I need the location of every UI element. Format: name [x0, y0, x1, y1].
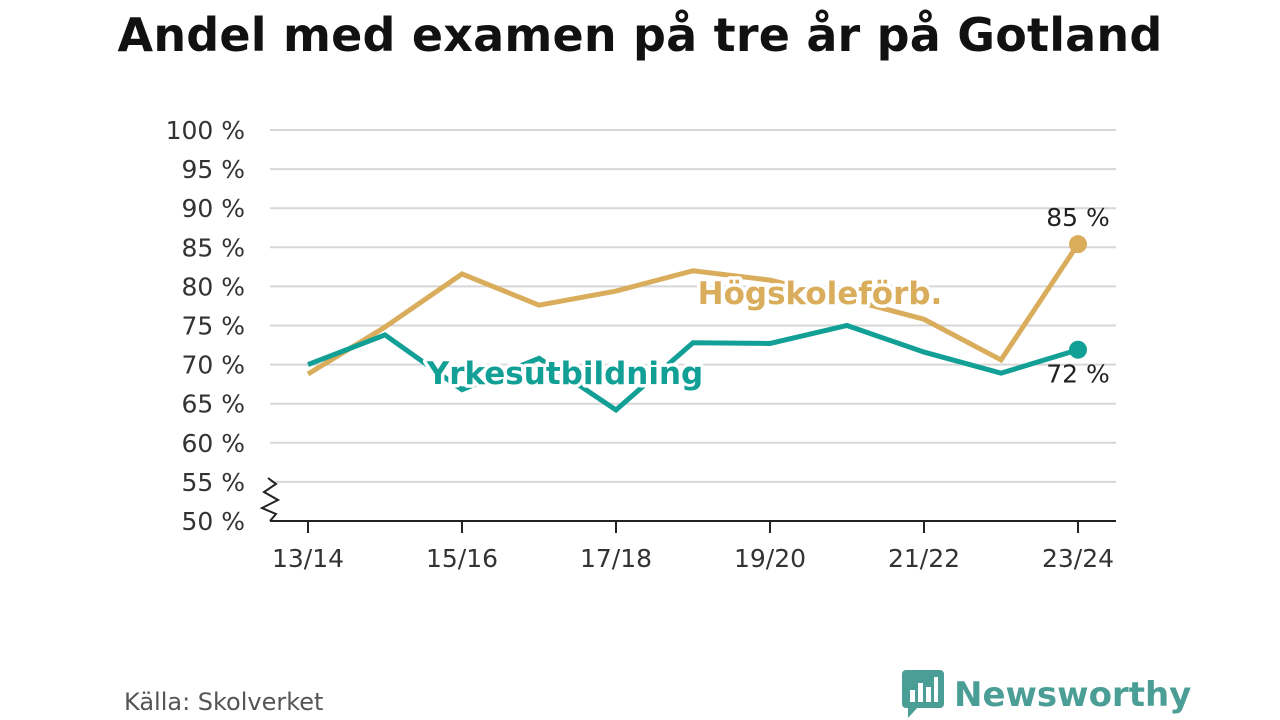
y-tick-label: 60 %: [181, 429, 245, 458]
x-tick-label: 17/18: [580, 544, 652, 573]
data-labels: 85 % 72 % Högskoleförb. Yrkesutbildning: [422, 203, 1110, 395]
y-tick-label: 100 %: [166, 116, 245, 145]
series-end-point-0: [1069, 235, 1087, 254]
chart-title: Andel med examen på tre år på Gotland: [117, 8, 1163, 62]
series-end-point-1: [1069, 340, 1087, 359]
y-tick-label: 65 %: [181, 390, 245, 419]
x-tick-label: 13/14: [272, 544, 344, 573]
end-value-label-1: 72 %: [1046, 360, 1110, 389]
source-note: Källa: Skolverket: [124, 688, 324, 716]
x-tick-label: 23/24: [1042, 544, 1114, 573]
series-name-label-0: Högskoleförb.: [698, 276, 943, 312]
grid-lines: [270, 129, 1116, 483]
y-tick-label: 70 %: [181, 351, 245, 380]
series-line-0: [306, 242, 1081, 377]
y-axis-ticks: 50 % 55 % 60 % 65 % 70 % 75 % 80 % 85 % 90 % 95 %…: [166, 116, 245, 536]
y-tick-label: 85 %: [181, 233, 245, 262]
end-value-label-0: 85 %: [1046, 203, 1110, 232]
y-tick-label: 50 %: [181, 507, 245, 536]
y-tick-label: 80 %: [181, 272, 245, 301]
x-axis: 13/14 15/16 17/18 19/20 21/22 23/24: [259, 477, 1116, 573]
series-name-label-1: Yrkesutbildning: [426, 356, 703, 392]
newsworthy-logo-icon: [902, 670, 944, 718]
x-tick-label: 19/20: [734, 544, 806, 573]
y-tick-label: 90 %: [181, 194, 245, 223]
series-line-1: [307, 322, 1079, 414]
y-tick-label: 95 %: [181, 155, 245, 184]
y-tick-label: 55 %: [181, 468, 245, 497]
x-tick-label: 21/22: [888, 544, 960, 573]
axis-break-icon: [259, 477, 281, 522]
brand-name: Newsworthy: [954, 675, 1192, 715]
series-lines: [306, 235, 1087, 414]
x-tick-label: 15/16: [426, 544, 498, 573]
y-tick-label: 75 %: [181, 312, 245, 341]
brand-logo: Newsworthy: [902, 670, 1191, 720]
